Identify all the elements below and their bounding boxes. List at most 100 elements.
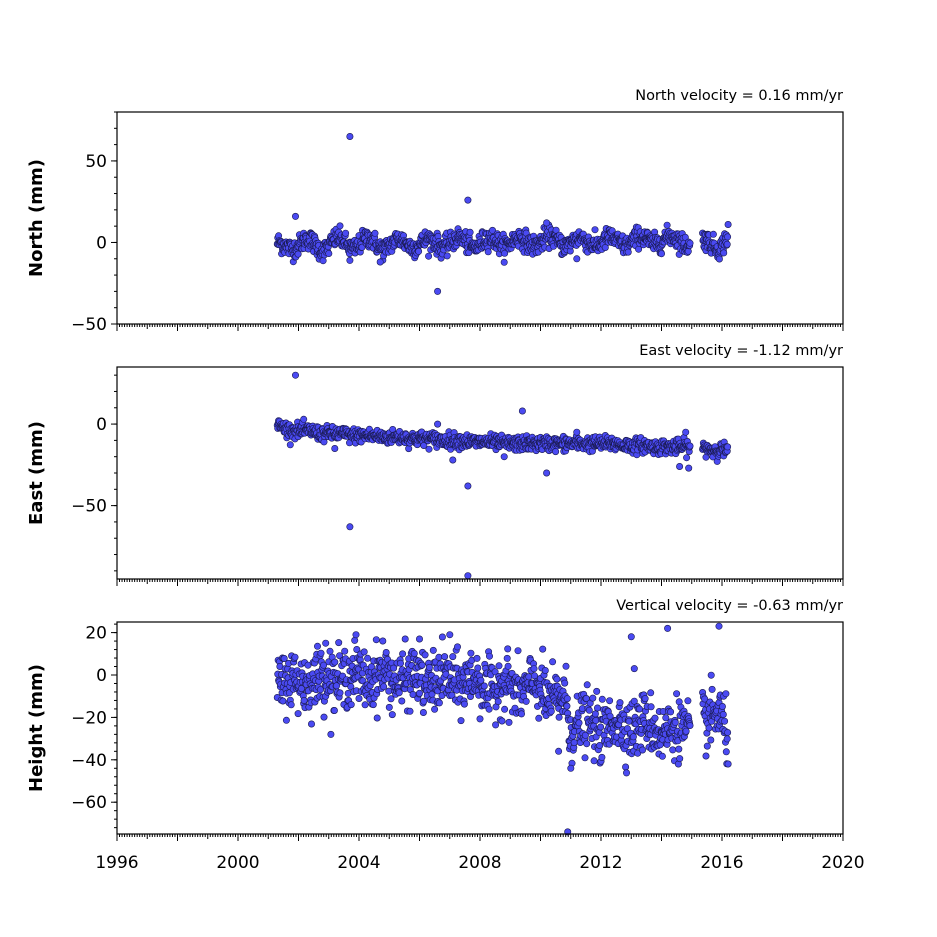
x-tick-label: 1996 xyxy=(95,853,138,873)
height-y-tick-label: −20 xyxy=(71,708,107,728)
north-data-point xyxy=(484,248,492,256)
height-y-tick-label: 0 xyxy=(96,666,107,686)
height-data-point xyxy=(494,697,502,705)
height-data-point xyxy=(373,714,381,722)
height-data-point xyxy=(562,662,570,670)
height-data-point xyxy=(616,699,624,707)
north-y-tick-label: −50 xyxy=(71,315,107,335)
height-data-point xyxy=(335,639,343,647)
height-data-point xyxy=(651,714,659,722)
height-data-point xyxy=(553,675,561,683)
height-outlier-point xyxy=(724,760,732,768)
height-points xyxy=(273,622,732,836)
east-outlier-point xyxy=(346,523,354,531)
height-data-point xyxy=(380,683,388,691)
height-data-point xyxy=(401,635,409,643)
height-data-point xyxy=(702,752,710,760)
north-outlier-point xyxy=(573,255,581,263)
north-data-point xyxy=(371,229,379,237)
north-outlier-point xyxy=(724,221,732,229)
height-data-point xyxy=(364,654,372,662)
north-data-point xyxy=(686,239,694,247)
height-outlier-point xyxy=(446,631,454,639)
north-data-point xyxy=(720,249,728,257)
east-outlier-point xyxy=(573,428,581,436)
height-data-point xyxy=(398,697,406,705)
height-data-point xyxy=(347,701,355,709)
height-outlier-point xyxy=(415,635,423,643)
height-panel: Vertical velocity = -0.63 mm/yr Height (… xyxy=(26,598,865,873)
height-data-point xyxy=(372,636,380,644)
east-y-tick-label: −50 xyxy=(71,497,107,517)
height-data-point xyxy=(361,701,369,709)
north-data-point xyxy=(724,233,732,241)
height-data-point xyxy=(406,707,414,715)
height-data-point xyxy=(331,658,339,666)
height-data-point xyxy=(313,642,321,650)
height-data-point xyxy=(658,752,666,760)
height-outlier-point xyxy=(715,622,723,630)
height-data-point xyxy=(593,704,601,712)
height-data-point xyxy=(449,653,457,661)
height-data-point xyxy=(300,696,308,704)
east-outlier-point xyxy=(518,407,526,415)
height-data-point xyxy=(707,671,715,679)
height-data-point xyxy=(597,723,605,731)
height-velocity-title: Vertical velocity = -0.63 mm/yr xyxy=(616,598,843,614)
north-data-point xyxy=(624,248,632,256)
height-data-point xyxy=(723,735,731,743)
height-data-point xyxy=(517,710,525,718)
height-data-point xyxy=(598,753,606,761)
height-data-point xyxy=(330,706,338,714)
height-data-point xyxy=(474,664,482,672)
north-y-tick-label: 50 xyxy=(85,152,107,172)
height-data-point xyxy=(279,697,287,705)
height-data-point xyxy=(467,649,475,657)
height-data-point xyxy=(707,736,715,744)
height-data-point xyxy=(514,647,522,655)
height-data-point xyxy=(410,649,418,657)
height-data-point xyxy=(498,717,506,725)
east-y-axis-label: East (mm) xyxy=(26,421,47,525)
height-data-point xyxy=(287,701,295,709)
height-data-point xyxy=(722,690,730,698)
height-data-point xyxy=(638,746,646,754)
height-data-point xyxy=(504,645,512,653)
height-outlier-point xyxy=(664,624,672,632)
north-y-axis-label: North (mm) xyxy=(26,159,47,277)
height-data-point xyxy=(686,721,694,729)
height-data-point xyxy=(327,730,335,738)
east-outlier-point xyxy=(543,469,551,477)
height-data-point xyxy=(585,706,593,714)
height-data-point xyxy=(441,653,449,661)
north-outlier-point xyxy=(291,212,299,220)
height-data-point xyxy=(388,711,396,719)
east-y-tick-label: 0 xyxy=(96,415,107,435)
height-outlier-point xyxy=(567,764,575,772)
height-data-point xyxy=(682,727,690,735)
height-data-point xyxy=(583,681,591,689)
height-data-point xyxy=(382,648,390,656)
east-data-point xyxy=(686,442,694,450)
height-data-point xyxy=(673,690,681,698)
height-outlier-point xyxy=(627,633,635,641)
height-data-point xyxy=(525,673,533,681)
height-data-point xyxy=(522,697,530,705)
height-y-axis-label: Height (mm) xyxy=(26,664,47,792)
x-tick-label: 2008 xyxy=(458,853,501,873)
north-outlier-point xyxy=(434,287,442,295)
height-data-point xyxy=(415,689,423,697)
height-data-point xyxy=(622,763,630,771)
north-data-point xyxy=(325,250,333,258)
height-data-point xyxy=(675,745,683,753)
east-outlier-point xyxy=(676,462,684,470)
height-data-point xyxy=(503,654,511,662)
height-data-point xyxy=(598,695,606,703)
height-data-point xyxy=(555,713,563,721)
height-data-point xyxy=(421,651,429,659)
height-data-point xyxy=(667,708,675,716)
height-data-point xyxy=(419,708,427,716)
height-data-point xyxy=(457,717,465,725)
height-data-point xyxy=(282,716,290,724)
